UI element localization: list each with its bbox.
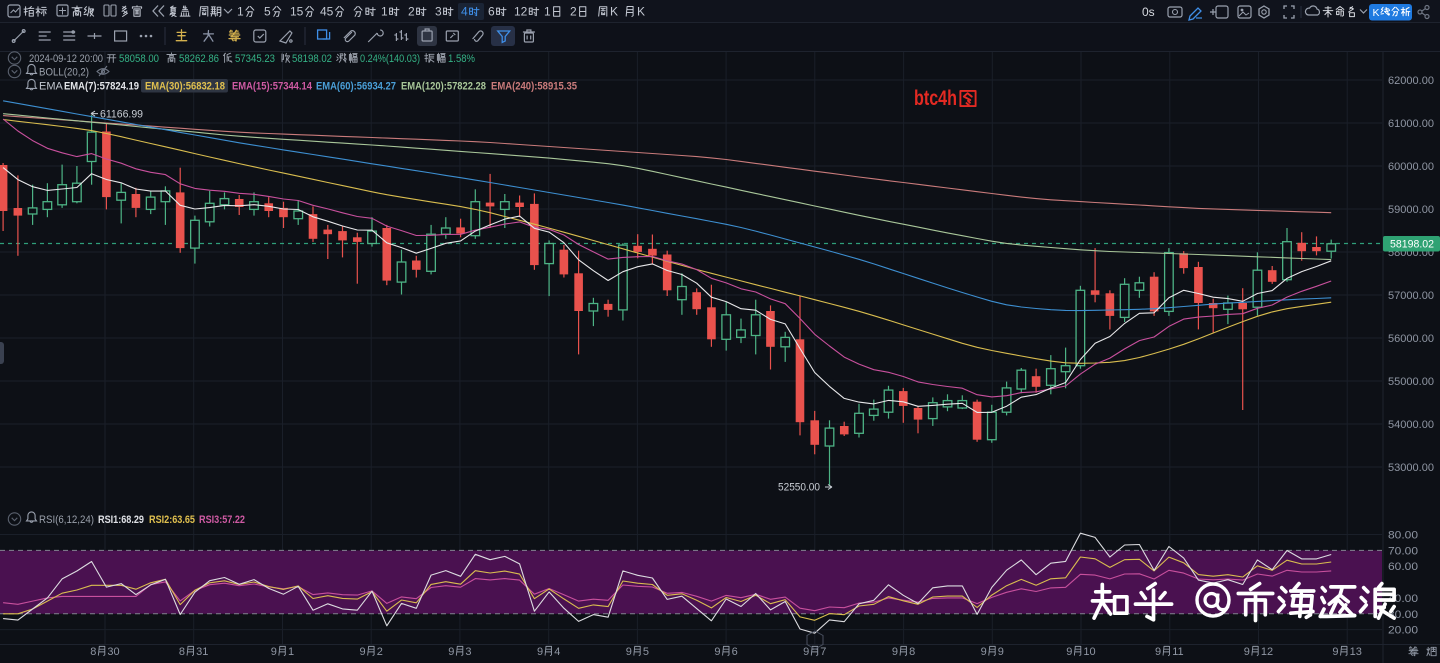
svg-text:RSI3:57.22: RSI3:57.22 bbox=[199, 514, 245, 526]
svg-text:8: 8 bbox=[909, 646, 915, 658]
svg-text:9: 9 bbox=[626, 646, 632, 658]
svg-text:57345.23: 57345.23 bbox=[235, 53, 275, 65]
svg-text:BOLL(20,2): BOLL(20,2) bbox=[39, 67, 89, 79]
svg-text:58198.02: 58198.02 bbox=[1390, 239, 1434, 251]
svg-text:9: 9 bbox=[1332, 646, 1338, 658]
svg-text:15: 15 bbox=[290, 5, 304, 19]
svg-text:6: 6 bbox=[488, 5, 495, 19]
svg-text:12: 12 bbox=[1261, 646, 1273, 658]
svg-text:5: 5 bbox=[643, 646, 649, 658]
svg-text:70.00: 70.00 bbox=[1388, 545, 1418, 557]
svg-text:9: 9 bbox=[537, 646, 543, 658]
svg-text:RSI(6,12,24): RSI(6,12,24) bbox=[39, 514, 94, 526]
svg-text:13: 13 bbox=[1350, 646, 1362, 658]
svg-text:2024-09-12 20:00: 2024-09-12 20:00 bbox=[29, 53, 103, 65]
svg-text:EMA(15):57344.14: EMA(15):57344.14 bbox=[232, 81, 313, 93]
svg-text:30: 30 bbox=[107, 646, 119, 658]
svg-text:1.58%: 1.58% bbox=[448, 53, 475, 65]
svg-text:10: 10 bbox=[1083, 646, 1095, 658]
svg-text:60000.00: 60000.00 bbox=[1388, 161, 1434, 173]
svg-text:57000.00: 57000.00 bbox=[1388, 290, 1434, 302]
svg-text:9: 9 bbox=[1244, 646, 1250, 658]
svg-text:9: 9 bbox=[981, 646, 987, 658]
svg-text:EMA(240):58915.35: EMA(240):58915.35 bbox=[491, 81, 577, 93]
svg-text:9: 9 bbox=[1155, 646, 1161, 658]
svg-text:9: 9 bbox=[998, 646, 1004, 658]
svg-text:EMA(120):57822.28: EMA(120):57822.28 bbox=[401, 81, 486, 93]
svg-text:59000.00: 59000.00 bbox=[1388, 204, 1434, 216]
svg-text:btc4h: btc4h bbox=[914, 87, 957, 110]
svg-text:4: 4 bbox=[554, 646, 560, 658]
svg-text:1: 1 bbox=[544, 5, 551, 19]
svg-text:0.24%(140.03): 0.24%(140.03) bbox=[360, 53, 420, 65]
svg-text:9: 9 bbox=[271, 646, 277, 658]
svg-text:8: 8 bbox=[90, 646, 96, 658]
svg-text:EMA: EMA bbox=[39, 81, 64, 93]
svg-text:53000.00: 53000.00 bbox=[1388, 462, 1434, 474]
svg-text:80.00: 80.00 bbox=[1388, 530, 1418, 542]
svg-text:RSI1:68.29: RSI1:68.29 bbox=[98, 514, 144, 526]
svg-text:45: 45 bbox=[320, 5, 334, 19]
svg-text:11: 11 bbox=[1172, 646, 1183, 658]
svg-text:9: 9 bbox=[360, 646, 366, 658]
svg-text:K: K bbox=[610, 5, 618, 19]
svg-text:58198.02: 58198.02 bbox=[292, 53, 332, 65]
svg-text:2: 2 bbox=[408, 5, 415, 19]
svg-text:7: 7 bbox=[820, 646, 826, 658]
svg-text:60.00: 60.00 bbox=[1388, 561, 1418, 573]
svg-text:3: 3 bbox=[435, 5, 442, 19]
svg-text:3: 3 bbox=[465, 646, 471, 658]
svg-text:6: 6 bbox=[732, 646, 738, 658]
svg-text:2: 2 bbox=[570, 5, 577, 19]
svg-text:2: 2 bbox=[377, 646, 383, 658]
svg-text:1: 1 bbox=[237, 5, 244, 19]
svg-text:31: 31 bbox=[196, 646, 208, 658]
svg-text:9: 9 bbox=[803, 646, 809, 658]
svg-text:5: 5 bbox=[264, 5, 271, 19]
svg-text:61166.99: 61166.99 bbox=[100, 109, 143, 121]
svg-text:EMA(30):56832.18: EMA(30):56832.18 bbox=[145, 81, 225, 93]
svg-text:8: 8 bbox=[179, 646, 185, 658]
svg-text:54000.00: 54000.00 bbox=[1388, 419, 1434, 431]
svg-text:1: 1 bbox=[288, 646, 294, 658]
svg-text:EMA(60):56934.27: EMA(60):56934.27 bbox=[316, 81, 396, 93]
svg-text:62000.00: 62000.00 bbox=[1388, 75, 1434, 87]
svg-text:K: K bbox=[637, 5, 645, 19]
svg-text:52550.00: 52550.00 bbox=[778, 482, 820, 494]
svg-text:61000.00: 61000.00 bbox=[1388, 118, 1434, 130]
svg-text:9: 9 bbox=[448, 646, 454, 658]
svg-text:9: 9 bbox=[1066, 646, 1072, 658]
svg-text:55000.00: 55000.00 bbox=[1388, 376, 1434, 388]
svg-text:58262.86: 58262.86 bbox=[179, 53, 219, 65]
svg-text:RSI2:63.65: RSI2:63.65 bbox=[149, 514, 195, 526]
svg-text:12: 12 bbox=[514, 5, 528, 19]
svg-text:EMA(7):57824.19: EMA(7):57824.19 bbox=[64, 81, 139, 93]
svg-text:9: 9 bbox=[714, 646, 720, 658]
svg-text:4: 4 bbox=[461, 5, 468, 19]
svg-text:9: 9 bbox=[892, 646, 898, 658]
svg-text:K: K bbox=[1373, 7, 1380, 19]
svg-text:20.00: 20.00 bbox=[1388, 625, 1418, 637]
svg-text:56000.00: 56000.00 bbox=[1388, 333, 1434, 345]
svg-text:1: 1 bbox=[381, 5, 388, 19]
svg-text:58058.00: 58058.00 bbox=[119, 53, 159, 65]
svg-text:0s: 0s bbox=[1142, 5, 1155, 19]
